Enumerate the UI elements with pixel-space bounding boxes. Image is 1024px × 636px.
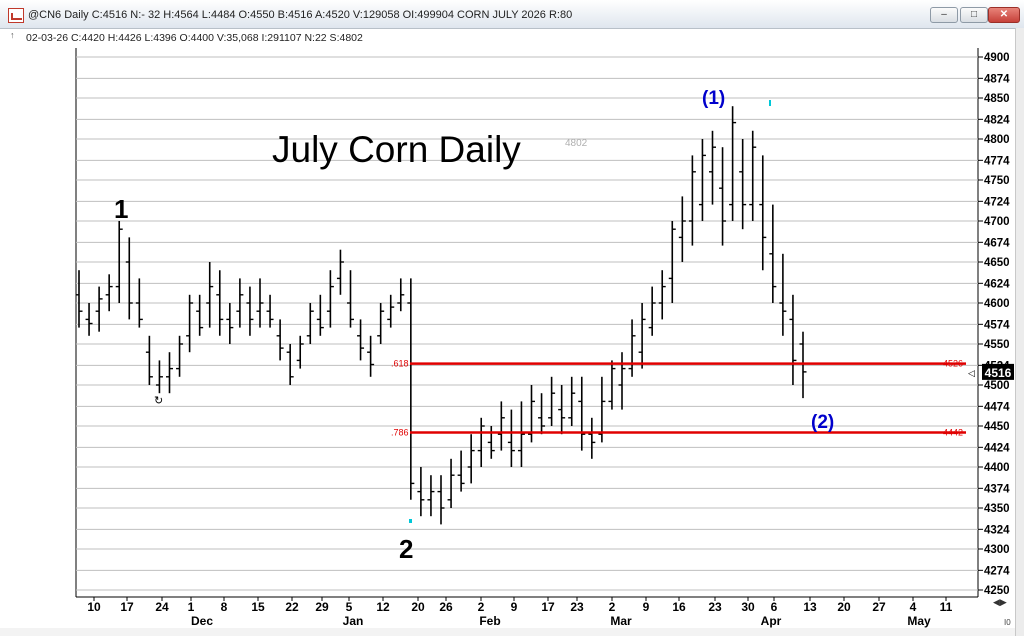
price-tick-label: 4750 — [984, 175, 1010, 187]
price-tick-label: 4324 — [984, 524, 1010, 536]
watermark-value: 4802 — [565, 138, 588, 149]
date-tick-label: 20 — [837, 600, 851, 614]
fib-level-value: 4442 — [943, 428, 963, 438]
date-tick-label: 29 — [315, 600, 329, 614]
date-tick-label: 1 — [188, 600, 195, 614]
pin-icon[interactable]: ↑ — [10, 30, 15, 40]
date-tick-label: 23 — [570, 600, 584, 614]
date-tick-label: 5 — [346, 600, 353, 614]
date-tick-label: 6 — [771, 600, 778, 614]
date-tick-label: 17 — [541, 600, 555, 614]
month-label: Mar — [610, 614, 632, 628]
wave-label-1: 1 — [114, 194, 128, 224]
month-label: Apr — [761, 614, 782, 628]
date-tick-label: 22 — [285, 600, 299, 614]
wave-label-1-paren: (1) — [702, 88, 725, 109]
date-tick-label: 2 — [478, 600, 485, 614]
scale-arrows-icon[interactable]: ◀▶ — [993, 597, 1007, 607]
date-tick-label: 12 — [376, 600, 390, 614]
price-tick-label: 4550 — [984, 339, 1010, 351]
price-tick-label: 4724 — [984, 196, 1010, 208]
month-label: Feb — [479, 614, 500, 628]
vertical-scrollbar[interactable] — [1015, 28, 1024, 636]
date-tick-label: 20 — [411, 600, 425, 614]
date-tick-label: 24 — [155, 600, 169, 614]
price-tick-label: 4700 — [984, 216, 1010, 228]
date-tick-label: 9 — [643, 600, 650, 614]
date-tick-label: 8 — [221, 600, 228, 614]
cyan-marker — [409, 519, 412, 523]
chart-app-icon — [8, 8, 24, 23]
date-tick-label: 11 — [940, 600, 953, 614]
fib-level-value: 4526 — [943, 359, 963, 369]
price-tick-label: 4500 — [984, 380, 1010, 392]
maximize-button[interactable]: □ — [960, 7, 988, 23]
month-label: May — [907, 614, 931, 628]
price-tick-label: 4650 — [984, 257, 1010, 269]
window-title: @CN6 Daily C:4516 N:- 32 H:4564 L:4484 O… — [28, 9, 573, 21]
close-icon: ✕ — [999, 9, 1009, 20]
price-arrow-icon: ◁ — [968, 368, 975, 378]
date-tick-label: 2 — [609, 600, 616, 614]
date-tick-label: 23 — [708, 600, 722, 614]
date-tick-label: 30 — [741, 600, 755, 614]
price-tick-label: 4374 — [984, 483, 1010, 495]
date-tick-label: 26 — [439, 600, 453, 614]
date-tick-label: 17 — [120, 600, 134, 614]
date-tick-label: 4 — [910, 600, 917, 614]
price-tick-label: 4774 — [984, 155, 1010, 167]
last-price-box — [982, 363, 1014, 380]
month-label: Dec — [191, 614, 213, 628]
date-tick-label: 15 — [251, 600, 265, 614]
window-titlebar: @CN6 Daily C:4516 N:- 32 H:4564 L:4484 O… — [0, 0, 1024, 29]
price-tick-label: 4600 — [984, 298, 1010, 310]
price-tick-label: 4250 — [984, 585, 1010, 597]
wave-label-2-paren: (2) — [811, 412, 834, 433]
data-window-values: 02-03-26 C:4420 H:4426 L:4396 O:4400 V:3… — [26, 32, 363, 44]
wave-label-2: 2 — [399, 534, 413, 564]
price-tick-label: 4824 — [984, 114, 1010, 126]
price-tick-label: 4474 — [984, 401, 1010, 413]
horizontal-scrollbar[interactable] — [0, 628, 1015, 636]
price-tick-label: 4900 — [984, 52, 1010, 64]
minimize-button[interactable]: – — [930, 7, 958, 23]
price-tick-label: 4874 — [984, 73, 1010, 85]
date-tick-label: 10 — [87, 600, 101, 614]
price-tick-label: 4400 — [984, 462, 1010, 474]
price-tick-label: 4800 — [984, 134, 1010, 146]
price-tick-label: 4674 — [984, 237, 1010, 249]
month-label: Jan — [343, 614, 364, 628]
date-tick-label: 9 — [511, 600, 518, 614]
cyan-marker — [769, 100, 771, 106]
close-button[interactable]: ✕ — [988, 7, 1020, 23]
price-tick-label: 4450 — [984, 421, 1010, 433]
price-tick-label: 4624 — [984, 278, 1010, 290]
price-tick-label: 4350 — [984, 503, 1010, 515]
maximize-icon: □ — [970, 9, 978, 20]
last-price-label: 4516 — [985, 366, 1012, 380]
price-tick-label: 4574 — [984, 319, 1010, 331]
price-tick-label: 4300 — [984, 544, 1010, 556]
swing-marker-icon: ↻ — [154, 395, 163, 407]
date-tick-label: 27 — [872, 600, 886, 614]
price-tick-label: 4850 — [984, 93, 1010, 105]
price-tick-label: 4424 — [984, 442, 1010, 454]
date-tick-label: 16 — [672, 600, 686, 614]
data-window-bar: ↑ 02-03-26 C:4420 H:4426 L:4396 O:4400 V… — [0, 28, 980, 48]
io-indicator: I0 — [1004, 618, 1011, 627]
minimize-icon: – — [941, 9, 947, 20]
fib-level-label: .618 — [391, 359, 409, 369]
fib-level-label: .786 — [391, 428, 409, 438]
price-tick-label: 4274 — [984, 565, 1010, 577]
chart-title: July Corn Daily — [272, 129, 521, 170]
date-tick-label: 13 — [803, 600, 817, 614]
